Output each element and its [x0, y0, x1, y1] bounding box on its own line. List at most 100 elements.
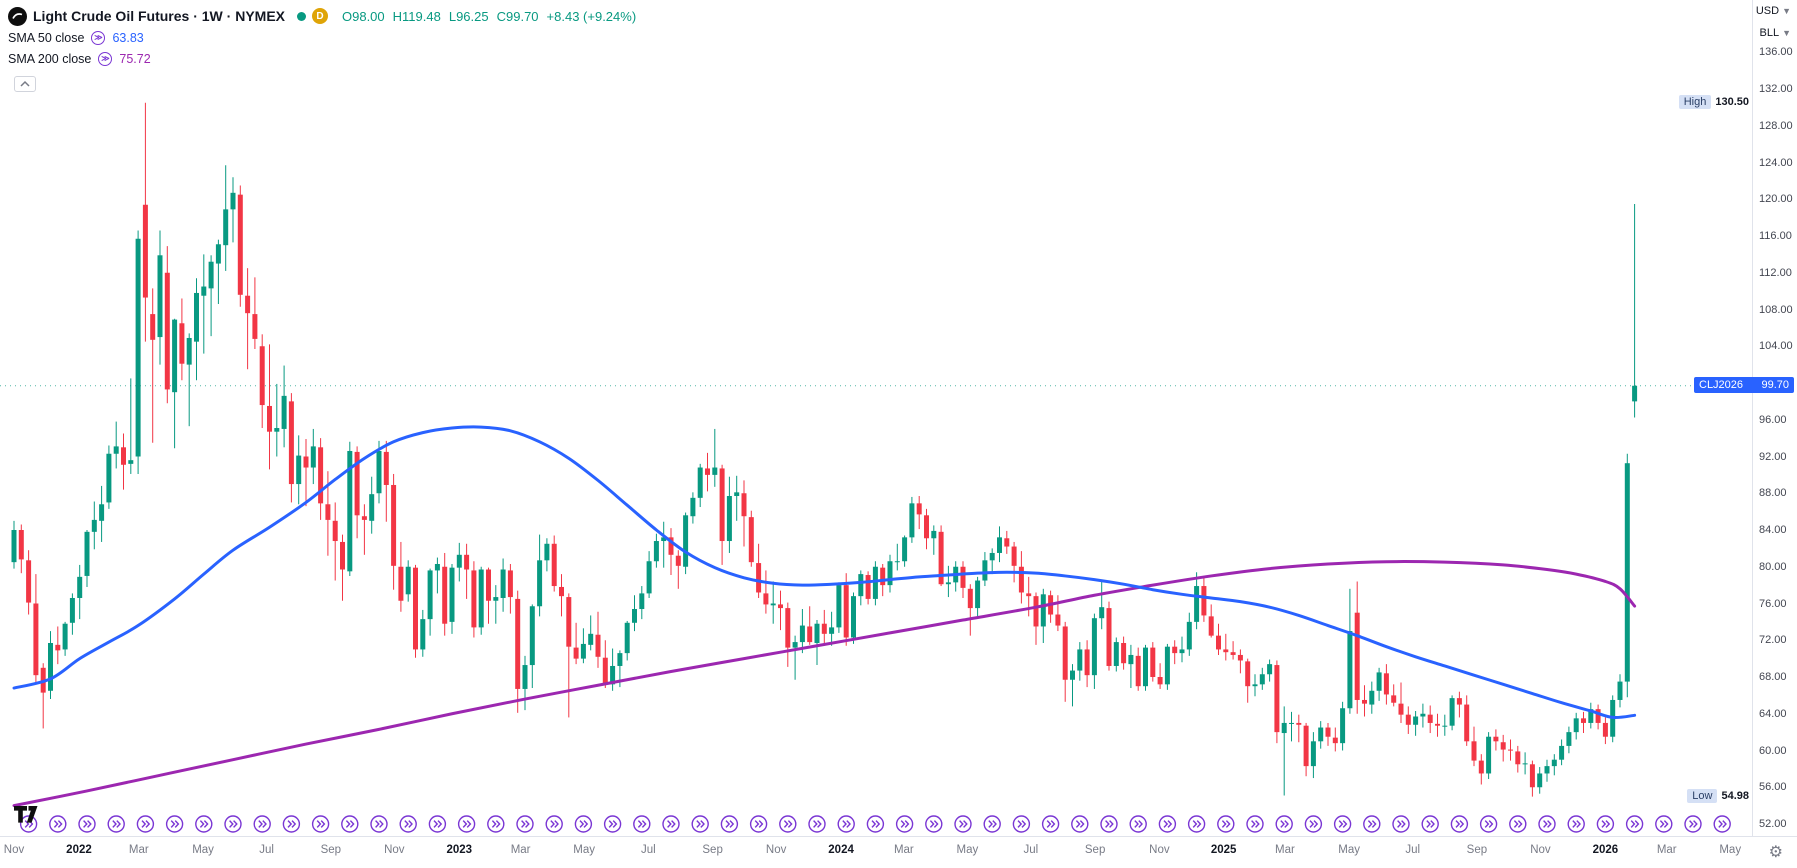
indicator-sma200-row[interactable]: SMA 200 close ≫ 75.72: [8, 48, 636, 69]
contract-rollover-marker[interactable]: [1041, 815, 1060, 833]
contract-rollover-marker[interactable]: [399, 815, 417, 833]
contract-rollover-marker[interactable]: [574, 815, 593, 833]
currency-label: USD: [1755, 5, 1780, 17]
contract-rollover-marker[interactable]: [195, 815, 213, 833]
loop-icon: ≫: [98, 51, 113, 66]
price-axis-label: 120.00: [1759, 193, 1793, 206]
candlestick-chart[interactable]: [0, 0, 1752, 836]
sma50-line[interactable]: [12, 425, 1637, 720]
indicator-name[interactable]: SMA 50 close: [8, 30, 85, 45]
candle: [646, 561, 652, 594]
contract-rollover-marker[interactable]: [1129, 815, 1147, 833]
contract-rollover-marker[interactable]: [78, 815, 96, 833]
candle: [1471, 741, 1477, 761]
candle: [938, 531, 944, 585]
contract-rollover-marker[interactable]: [1100, 815, 1118, 833]
contract-rollover-marker[interactable]: [49, 815, 67, 833]
legend-collapse-button[interactable]: [14, 76, 36, 92]
contract-rollover-marker[interactable]: [866, 815, 885, 833]
time-axis[interactable]: Nov 2022 Mar May Jul Sep Nov 2023 Mar May Jul Sep No…: [0, 836, 1797, 868]
contract-rollover-marker[interactable]: [370, 815, 388, 833]
contract-rollover-marker[interactable]: [1596, 815, 1615, 833]
contract-rollover-marker[interactable]: [136, 815, 155, 833]
contract-rollover-marker[interactable]: [107, 815, 125, 833]
contract-rollover-marker[interactable]: [487, 815, 505, 833]
contract-rollover-marker[interactable]: [165, 815, 184, 833]
contract-rollover-marker[interactable]: [282, 815, 301, 833]
price-chart-plot[interactable]: Light Crude Oil Futures · 1W · NYMEX D O…: [0, 0, 1752, 836]
candle: [1018, 566, 1024, 593]
chevron-down-icon: ▼: [1782, 28, 1791, 38]
contract-rollover-marker[interactable]: [1304, 815, 1323, 833]
indicator-sma50-row[interactable]: SMA 50 close ≫ 63.83: [8, 27, 636, 48]
contract-rollover-marker[interactable]: [1158, 815, 1177, 833]
currency-selector[interactable]: USD ▼: [1756, 5, 1791, 17]
candle: [1427, 714, 1433, 723]
contract-rollover-marker[interactable]: [311, 815, 330, 833]
contract-rollover-marker[interactable]: [808, 815, 826, 833]
candle: [1172, 646, 1178, 654]
contract-rollover-marker[interactable]: [749, 815, 768, 833]
contract-rollover-marker[interactable]: [19, 815, 38, 833]
contract-rollover-marker[interactable]: [779, 815, 797, 833]
contract-rollover-marker[interactable]: [224, 815, 242, 833]
contract-rollover-marker[interactable]: [545, 815, 563, 833]
delayed-data-badge[interactable]: D: [312, 8, 328, 24]
contract-rollover-marker[interactable]: [837, 815, 855, 833]
contract-rollover-marker[interactable]: [1217, 815, 1235, 833]
sma200-line[interactable]: [12, 560, 1637, 808]
contract-rollover-marker[interactable]: [1187, 815, 1206, 833]
contract-rollover-marker[interactable]: [253, 815, 271, 833]
candle: [449, 567, 455, 622]
contract-rollover-marker[interactable]: [633, 815, 651, 833]
candle: [756, 563, 762, 593]
market-status-dot[interactable]: [297, 11, 306, 21]
contract-rollover-marker[interactable]: [925, 815, 943, 833]
contract-rollover-marker[interactable]: [603, 815, 622, 833]
contract-rollover-marker[interactable]: [1071, 815, 1089, 833]
contract-rollover-marker[interactable]: [1625, 815, 1644, 833]
contract-rollover-marker[interactable]: [1012, 815, 1031, 833]
contract-rollover-marker[interactable]: [983, 815, 1001, 833]
contract-rollover-marker[interactable]: [1333, 815, 1352, 833]
candle: [865, 575, 871, 599]
contract-rollover-marker[interactable]: [720, 815, 739, 833]
contract-rollover-marker[interactable]: [691, 815, 709, 833]
contract-rollover-marker[interactable]: [662, 815, 680, 833]
unit-selector[interactable]: BLL ▼: [1760, 27, 1792, 39]
contract-rollover-marker[interactable]: [1421, 815, 1439, 833]
symbol-title[interactable]: Light Crude Oil Futures · 1W · NYMEX: [33, 8, 285, 24]
candle: [1537, 773, 1543, 788]
contract-rollover-marker[interactable]: [1713, 815, 1731, 833]
price-axis-label: 124.00: [1759, 156, 1793, 169]
contract-rollover-marker[interactable]: [1275, 815, 1293, 833]
contract-rollover-marker[interactable]: [1684, 815, 1702, 833]
candle: [1588, 709, 1594, 723]
contract-rollover-marker[interactable]: [1392, 815, 1410, 833]
contract-rollover-marker[interactable]: [895, 815, 914, 833]
indicator-name[interactable]: SMA 200 close: [8, 51, 92, 66]
contract-rollover-marker[interactable]: [1246, 815, 1264, 833]
contract-rollover-marker[interactable]: [954, 815, 972, 833]
contract-rollover-marker[interactable]: [1363, 815, 1381, 833]
price-axis-label: 88.00: [1759, 487, 1787, 500]
contract-rollover-marker[interactable]: [1450, 815, 1469, 833]
candle: [172, 319, 178, 393]
contract-rollover-marker[interactable]: [1567, 815, 1585, 833]
contract-rollover-marker[interactable]: [516, 815, 534, 833]
contract-rollover-marker[interactable]: [341, 815, 359, 833]
contract-rollover-marker[interactable]: [1479, 815, 1498, 833]
gear-icon[interactable]: ⚙: [1768, 844, 1783, 861]
contract-rollover-marker[interactable]: [1509, 815, 1527, 833]
price-axis-label: 112.00: [1759, 266, 1792, 279]
contract-rollover-marker[interactable]: [1538, 815, 1556, 833]
candle: [55, 644, 61, 651]
contract-rollover-marker[interactable]: [428, 815, 447, 833]
time-axis-month-label: Nov: [3, 844, 25, 856]
candle: [902, 537, 908, 562]
price-axis[interactable]: USD ▼ BLL ▼ 136.00 132.00 128.00 124.00 120.…: [1752, 0, 1797, 836]
contract-rollover-marker[interactable]: [1655, 815, 1673, 833]
candle: [1070, 670, 1075, 680]
contract-rollover-marker[interactable]: [457, 815, 476, 833]
candle: [507, 570, 513, 598]
